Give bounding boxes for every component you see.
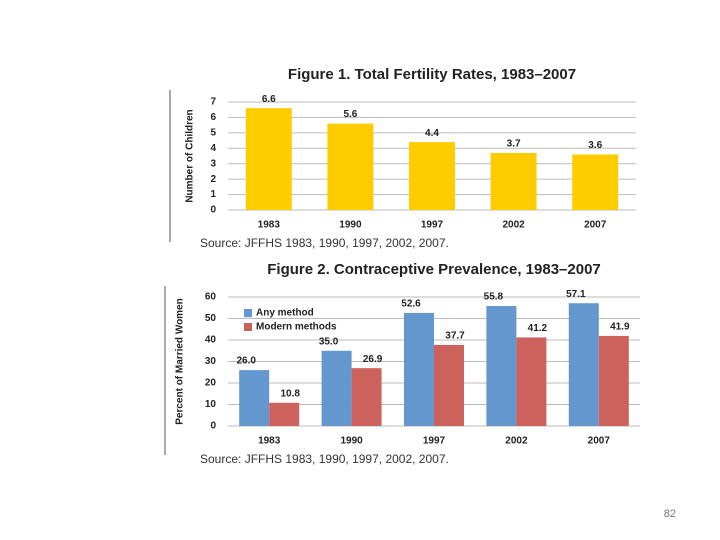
y-tick-label: 7 xyxy=(210,97,216,108)
y-tick-label: 3 xyxy=(210,158,216,169)
x-tick-label: 2007 xyxy=(584,220,607,231)
y-tick-label: 10 xyxy=(205,399,217,410)
legend-swatch xyxy=(244,323,252,331)
x-tick-label: 2002 xyxy=(505,436,528,447)
bar xyxy=(434,344,464,426)
bar xyxy=(327,123,374,210)
source: Source: JFFHS 1983, 1990, 1997, 2002, 20… xyxy=(200,236,449,250)
y-tick-label: 30 xyxy=(205,356,217,367)
x-tick-label: 1983 xyxy=(258,220,281,231)
bar xyxy=(490,152,537,210)
x-tick-label: 1983 xyxy=(258,436,281,447)
y-tick-label: 50 xyxy=(205,313,217,324)
source: Source: JFFHS 1983, 1990, 1997, 2002, 20… xyxy=(200,452,449,466)
bar xyxy=(568,303,599,426)
bar xyxy=(239,370,270,426)
y-tick-label: 1 xyxy=(210,189,216,200)
x-tick-label: 2007 xyxy=(588,436,611,447)
data-label: 3.6 xyxy=(588,140,602,151)
data-label: 3.7 xyxy=(507,139,521,150)
data-label: 35.0 xyxy=(319,336,339,347)
x-tick-label: 1990 xyxy=(340,436,363,447)
data-label: 57.1 xyxy=(566,289,586,300)
bar xyxy=(351,368,382,426)
y-tick-label: 60 xyxy=(205,292,217,303)
bar xyxy=(516,337,547,426)
y-tick-label: 0 xyxy=(210,421,216,432)
x-tick-label: 1997 xyxy=(423,436,446,447)
y-tick-label: 40 xyxy=(205,335,217,346)
data-label: 5.6 xyxy=(343,109,357,120)
data-label: 52.6 xyxy=(401,299,421,310)
y-tick-label: 2 xyxy=(210,174,216,185)
chart-title: Figure 1. Total Fertility Rates, 1983–20… xyxy=(288,66,576,83)
y-axis-label: Percent of Married Women xyxy=(175,298,186,425)
bar xyxy=(404,312,434,426)
data-label: 4.4 xyxy=(425,128,439,139)
y-tick-label: 20 xyxy=(205,378,217,389)
chart-title: Figure 2. Contraceptive Prevalence, 1983… xyxy=(267,261,601,278)
data-label: 6.6 xyxy=(262,94,276,105)
y-axis-label: Number of Children xyxy=(185,109,196,202)
x-tick-label: 2002 xyxy=(502,220,525,231)
legend-label: Modern methods xyxy=(256,322,337,333)
y-tick-label: 4 xyxy=(210,143,216,154)
bar xyxy=(486,306,517,426)
bar xyxy=(598,335,629,426)
legend-swatch xyxy=(244,309,252,317)
legend-label: Any method xyxy=(256,308,314,319)
data-label: 41.2 xyxy=(528,323,548,334)
data-label: 41.9 xyxy=(610,322,630,333)
x-tick-label: 1997 xyxy=(421,220,444,231)
bar xyxy=(572,154,619,210)
data-label: 55.8 xyxy=(484,292,504,303)
y-tick-label: 0 xyxy=(210,205,216,216)
y-tick-label: 6 xyxy=(210,112,216,123)
x-tick-label: 1990 xyxy=(339,220,362,231)
bar xyxy=(269,402,300,426)
data-label: 26.0 xyxy=(236,356,256,367)
data-label: 26.9 xyxy=(363,354,383,365)
bar xyxy=(409,142,455,210)
bar xyxy=(245,108,292,210)
y-tick-label: 5 xyxy=(210,127,216,138)
page-number: 82 xyxy=(664,508,676,520)
data-label: 10.8 xyxy=(280,388,300,399)
data-label: 37.7 xyxy=(445,331,465,342)
bar xyxy=(321,350,352,426)
